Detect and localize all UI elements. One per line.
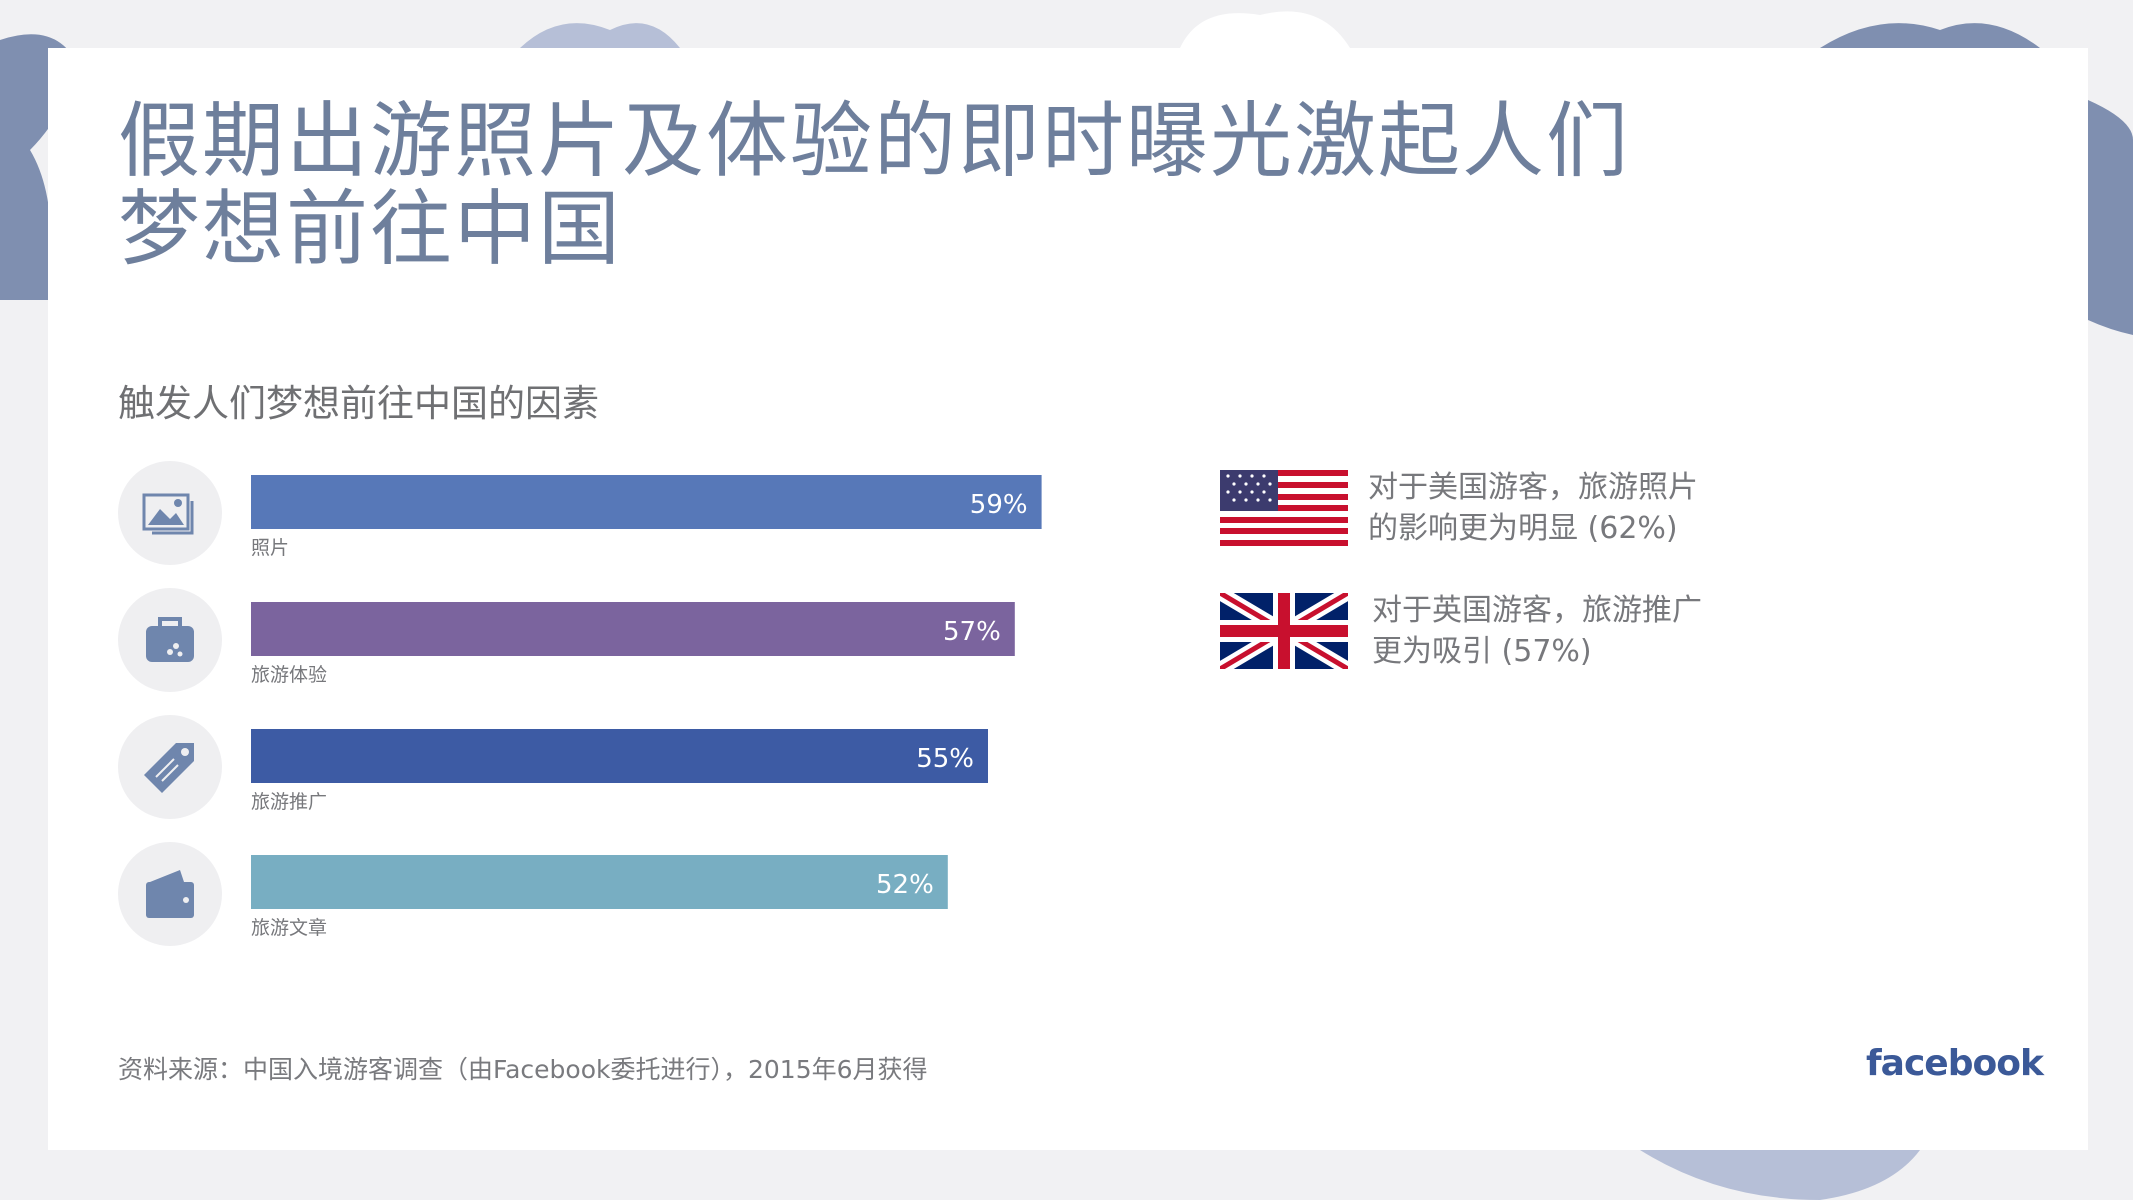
category-label-3: 旅游推广 xyxy=(251,791,327,813)
bar-1 xyxy=(251,475,1042,529)
bar-2 xyxy=(251,602,1015,656)
bar-value-label-3: 55% xyxy=(916,744,974,774)
category-label-1: 照片 xyxy=(251,537,289,559)
source-note: 资料来源：中国入境游客调查（由Facebook委托进行），2015年6月获得 xyxy=(118,1055,928,1084)
uk-note: 对于英国游客，旅游推广 更为吸引 (57%) xyxy=(1372,590,1702,672)
bar-4 xyxy=(251,855,948,909)
title-line-1: 假期出游照片及体验的即时曝光激起人们 xyxy=(118,94,1631,189)
category-label-2: 旅游体验 xyxy=(251,664,327,686)
facebook-logo[interactable]: facebook xyxy=(1866,1043,2044,1084)
uk-note-line-2: 更为吸引 (57%) xyxy=(1372,634,1592,669)
page-title: 假期出游照片及体验的即时曝光激起人们 梦想前往中国 xyxy=(118,98,1738,274)
tag-icon-circle xyxy=(118,715,222,819)
title-line-2: 梦想前往中国 xyxy=(118,182,623,277)
chart-title: 触发人们梦想前往中国的因素 xyxy=(118,382,599,425)
bar-value-label-2: 57% xyxy=(943,617,1001,647)
suitcase-icon xyxy=(146,617,194,662)
bar-3 xyxy=(251,729,988,783)
tag-icon xyxy=(144,743,194,793)
category-label-4: 旅游文章 xyxy=(251,917,327,939)
suitcase-icon-circle xyxy=(118,588,222,692)
bar-value-label-1: 59% xyxy=(970,490,1028,520)
uk-note-line-1: 对于英国游客，旅游推广 xyxy=(1372,593,1702,628)
us-note-line-2: 的影响更为明显 (62%) xyxy=(1368,511,1678,546)
wallet-icon-circle xyxy=(118,842,222,946)
photo-icon xyxy=(142,493,194,535)
photo-icon-circle xyxy=(118,461,222,565)
us-flag-icon xyxy=(1220,470,1348,546)
us-note-line-1: 对于美国游客，旅游照片 xyxy=(1368,470,1698,505)
uk-flag-icon xyxy=(1220,593,1348,669)
wallet-icon xyxy=(146,870,194,918)
bar-value-label-4: 52% xyxy=(876,870,934,900)
us-note: 对于美国游客，旅游照片 的影响更为明显 (62%) xyxy=(1368,467,1698,549)
content-card xyxy=(48,48,2088,1150)
